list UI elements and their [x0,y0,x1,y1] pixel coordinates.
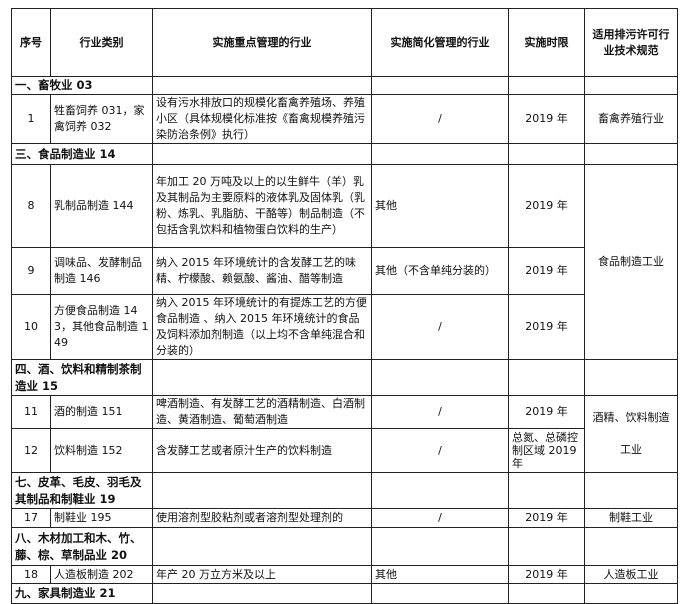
row-category: 牲畜饲养 031，家禽饲养 032 [50,94,153,144]
row-key: 纳入 2015 年环境统计的有提炼工艺的方便食品制造 、纳入 2015 年环境统… [152,294,372,360]
section-title: 七、皮革、毛皮、羽毛及其制品和制鞋业 19 [11,472,153,509]
row-key: 啤酒制造、有发酵工艺的酒精制造、白酒制造、黄酒制造、葡萄酒制造 [152,395,372,429]
table-row: 18 人造板制造 202 年产 20 万立方米及以上 其他 2019 年 人造板… [11,565,678,584]
row-no: 1 [11,94,51,144]
section-row: 七、皮革、毛皮、羽毛及其制品和制鞋业 19 [11,472,678,509]
row-deadline: 2019 年 [508,94,585,144]
row-no: 10 [11,294,51,360]
row-category: 调味品、发酵制品制造 146 [50,247,153,295]
row-simple: / [371,428,509,473]
row-no: 17 [11,508,51,528]
row-key: 含发酵工艺或者原汁生产的饮料制造 [152,428,372,473]
row-simple: 其他 [371,164,509,248]
header-key-management: 实施重点管理的行业 [152,8,372,77]
row-no: 9 [11,247,51,295]
row-key: 使用溶剂型胶粘剂或者溶剂型处理剂的 [152,508,372,528]
row-deadline: 总氮、总磷控制区域 2019 年 [508,428,585,473]
row-spec: 食品制造工业 [584,164,678,360]
section-title: 八、木材加工和木、竹、藤、棕、草制品业 20 [11,527,153,566]
table-row: 1 牲畜饲养 031，家禽饲养 032 设有污水排放口的规模化畜禽养殖场、养殖小… [11,94,678,144]
row-spec: 酒精、饮料制造 工业 [584,395,678,473]
header-row: 序号 行业类别 实施重点管理的行业 实施简化管理的行业 实施时限 适用排污许可行… [11,8,678,77]
row-no: 12 [11,428,51,473]
row-category: 酒的制造 151 [50,395,153,429]
industry-table: 序号 行业类别 实施重点管理的行业 实施简化管理的行业 实施时限 适用排污许可行… [11,8,678,604]
section-title: 一、畜牧业 03 [11,76,153,95]
table-row: 17 制鞋业 195 使用溶剂型胶粘剂或者溶剂型处理剂的 / 2019 年 制鞋… [11,508,678,528]
row-no: 11 [11,395,51,429]
row-key: 纳入 2015 年环境统计的含发酵工艺的味精、柠檬酸、赖氨酸、酱油、醋等制造 [152,247,372,295]
row-spec: 畜禽养殖行业 [584,94,678,144]
section-title: 九、家具制造业 21 [11,583,153,604]
row-key: 年产 20 万立方米及以上 [152,565,372,584]
table-row: 10 方便食品制造 143，其他食品制造 149 纳入 2015 年环境统计的有… [11,294,678,360]
section-row: 九、家具制造业 21 [11,583,678,604]
row-simple: / [371,294,509,360]
row-no: 18 [11,565,51,584]
row-deadline: 2019 年 [508,508,585,528]
row-simple: 其他（不含单纯分装的） [371,247,509,295]
section-row: 四、酒、饮料和精制茶制造业 15 [11,359,678,396]
row-simple: / [371,94,509,144]
row-no: 8 [11,164,51,248]
row-category: 人造板制造 202 [50,565,153,584]
section-row: 一、畜牧业 03 [11,76,678,95]
row-spec: 人造板工业 [584,565,678,584]
header-spec: 适用排污许可行业技术规范 [584,8,678,77]
section-title: 四、酒、饮料和精制茶制造业 15 [11,359,153,396]
header-simplified-management: 实施简化管理的行业 [371,8,509,77]
row-key: 年加工 20 万吨及以上的以生鲜牛（羊）乳及其制品为主要原料的液体乳及固体乳（乳… [152,164,372,248]
row-key: 设有污水排放口的规模化畜禽养殖场、养殖小区（具体规模化标准按《畜禽规模养殖污染防… [152,94,372,144]
row-spec: 制鞋工业 [584,508,678,528]
table-row: 9 调味品、发酵制品制造 146 纳入 2015 年环境统计的含发酵工艺的味精、… [11,247,678,295]
row-simple: / [371,395,509,429]
row-deadline: 2019 年 [508,294,585,360]
header-deadline: 实施时限 [508,8,585,77]
row-category: 方便食品制造 143，其他食品制造 149 [50,294,153,360]
header-no: 序号 [11,8,51,77]
table-row: 11 酒的制造 151 啤酒制造、有发酵工艺的酒精制造、白酒制造、黄酒制造、葡萄… [11,395,678,473]
header-category: 行业类别 [50,8,153,77]
row-simple: / [371,508,509,528]
section-row: 三、食品制造业 14 [11,143,678,165]
section-title: 三、食品制造业 14 [11,143,153,165]
row-deadline: 2019 年 [508,164,585,248]
row-category: 乳制品制造 144 [50,164,153,248]
row-category: 饮料制造 152 [50,428,153,473]
row-deadline: 2019 年 [508,565,585,584]
section-row: 八、木材加工和木、竹、藤、棕、草制品业 20 [11,527,678,566]
row-deadline: 2019 年 [508,247,585,295]
table-row: 8 乳制品制造 144 年加工 20 万吨及以上的以生鲜牛（羊）乳及其制品为主要… [11,164,678,360]
row-simple: 其他 [371,565,509,584]
row-category: 制鞋业 195 [50,508,153,528]
table-row: 12 饮料制造 152 含发酵工艺或者原汁生产的饮料制造 / 总氮、总磷控制区域… [11,428,678,473]
row-deadline: 2019 年 [508,395,585,429]
